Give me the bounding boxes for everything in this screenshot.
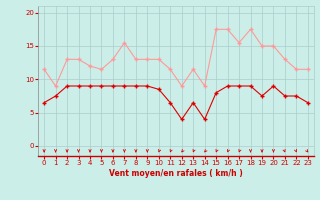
X-axis label: Vent moyen/en rafales ( km/h ): Vent moyen/en rafales ( km/h ) [109,169,243,178]
